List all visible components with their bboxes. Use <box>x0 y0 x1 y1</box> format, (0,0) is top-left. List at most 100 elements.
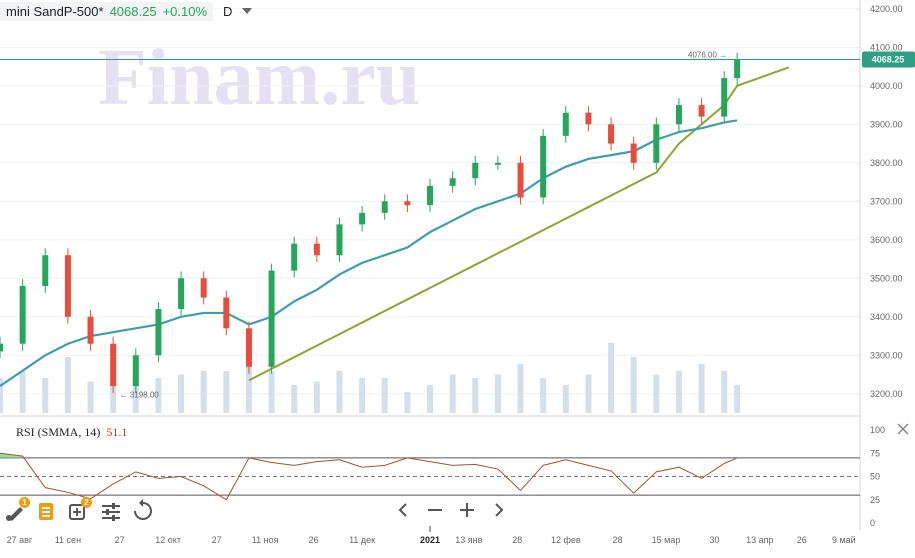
candle-body <box>291 243 298 271</box>
zoom-in-button[interactable] <box>457 500 477 520</box>
symbol-name: mini SandP-500* <box>6 3 104 19</box>
scroll-right-button[interactable] <box>489 500 509 520</box>
zoom-out-icon <box>428 509 442 511</box>
price-axis-label: 3500.00 <box>870 273 903 283</box>
chart-header: mini SandP-500* 4068.25 +0.10% D <box>0 0 253 22</box>
zoom-in-icon <box>460 503 474 517</box>
price-axis-label: 3800.00 <box>870 158 903 168</box>
volume-bar <box>494 374 501 413</box>
volume-bar <box>608 343 615 413</box>
volume-bar <box>675 371 682 413</box>
time-axis-label: 9 май <box>832 535 856 545</box>
volume-bar <box>562 385 569 413</box>
candle-body <box>540 135 547 198</box>
settings-button[interactable] <box>98 497 124 523</box>
symbol-box[interactable]: mini SandP-500* 4068.25 +0.10% <box>0 1 214 21</box>
candle-body <box>404 201 411 206</box>
drawing-count-badge: 1 <box>19 497 30 508</box>
candle-body <box>132 355 139 387</box>
volume-bar <box>110 385 117 413</box>
candle-body <box>19 285 26 344</box>
volume-bar <box>540 378 547 413</box>
rsi-line <box>0 452 738 501</box>
volume-bar <box>359 378 366 413</box>
time-axis-label: 28 <box>613 535 623 545</box>
high-annotation: 4076.00 → <box>688 51 727 60</box>
price-axis-label: 3600.00 <box>870 235 903 245</box>
volume-bar <box>449 374 456 413</box>
volume-bar <box>42 378 49 413</box>
candle-body <box>359 212 366 225</box>
volume-bar <box>381 378 388 413</box>
brush-icon <box>6 507 23 521</box>
volume-bar <box>698 364 705 413</box>
candle-body <box>449 178 456 186</box>
reset-button[interactable] <box>130 497 156 523</box>
close-indicator-button[interactable] <box>894 420 912 438</box>
time-axis-label: 26 <box>797 535 807 545</box>
interval-selector[interactable]: D <box>223 3 233 19</box>
chevron-down-icon[interactable] <box>242 8 253 14</box>
volume-bar <box>585 374 592 413</box>
indicator-count-badge: 2 <box>81 497 92 508</box>
last-price: 4068.25 <box>109 3 157 19</box>
moving-average-line <box>0 119 738 387</box>
candle-body <box>734 59 741 79</box>
candle-body <box>608 124 615 144</box>
volume-bar <box>313 381 320 413</box>
price-axis-label: 4200.00 <box>870 4 903 14</box>
time-axis-label: 13 апр <box>746 535 773 545</box>
rsi-axis-label: 50 <box>870 472 880 482</box>
price-axis-label: 3900.00 <box>870 119 903 129</box>
time-axis-label: 27 <box>212 535 222 545</box>
volume-bar <box>268 371 275 413</box>
candle-body <box>562 112 569 136</box>
current-price-label: 4068.25 <box>872 55 905 65</box>
volume-bar <box>155 378 162 413</box>
rsi-legend: RSI (SMMA, 14) 51.1 <box>16 425 127 440</box>
volume-bar <box>87 381 94 413</box>
trend-line <box>248 66 790 382</box>
current-price-tag <box>862 51 915 68</box>
candle-body <box>223 297 230 329</box>
candle-body <box>653 124 660 163</box>
volume-bar <box>132 378 139 413</box>
volume-bar <box>178 374 185 413</box>
price-change: +0.10% <box>162 3 208 19</box>
brush-tool-button[interactable]: 1 <box>4 497 30 523</box>
candle-body <box>0 343 3 352</box>
rsi-axis-label: 25 <box>870 495 880 505</box>
candle-body <box>336 224 343 256</box>
price-axis-label: 3400.00 <box>870 312 903 322</box>
volume-bar <box>245 353 252 413</box>
candle-body <box>110 343 117 387</box>
time-axis-label: 12 фев <box>551 535 581 545</box>
rsi-name: RSI (SMMA, 14) <box>16 425 101 439</box>
volume-bar <box>472 378 479 413</box>
candle-body <box>64 255 71 317</box>
candle-body <box>494 162 501 165</box>
time-axis-label: 2021 <box>420 535 440 545</box>
time-axis-label: 27 <box>115 535 125 545</box>
candle-body <box>630 143 637 163</box>
candle-body <box>675 105 682 125</box>
volume-bar <box>223 371 230 413</box>
time-axis-label: 28 <box>512 535 522 545</box>
volume-bar <box>200 371 207 413</box>
candle-body <box>42 255 49 286</box>
notes-button[interactable] <box>34 497 60 523</box>
close-icon <box>897 423 909 435</box>
candle-body <box>472 162 479 179</box>
rsi-axis-label: 75 <box>870 448 880 458</box>
add-indicator-button[interactable]: 2 <box>66 497 92 523</box>
rsi-axis-label: 100 <box>870 425 885 435</box>
zoom-out-button[interactable] <box>425 500 445 520</box>
time-axis-label: 11 дек <box>349 535 375 545</box>
candle-body <box>698 105 705 117</box>
scroll-left-button[interactable] <box>393 500 413 520</box>
volume-bar <box>517 364 524 413</box>
candle-body <box>178 278 185 310</box>
price-axis-label: 4000.00 <box>870 81 903 91</box>
